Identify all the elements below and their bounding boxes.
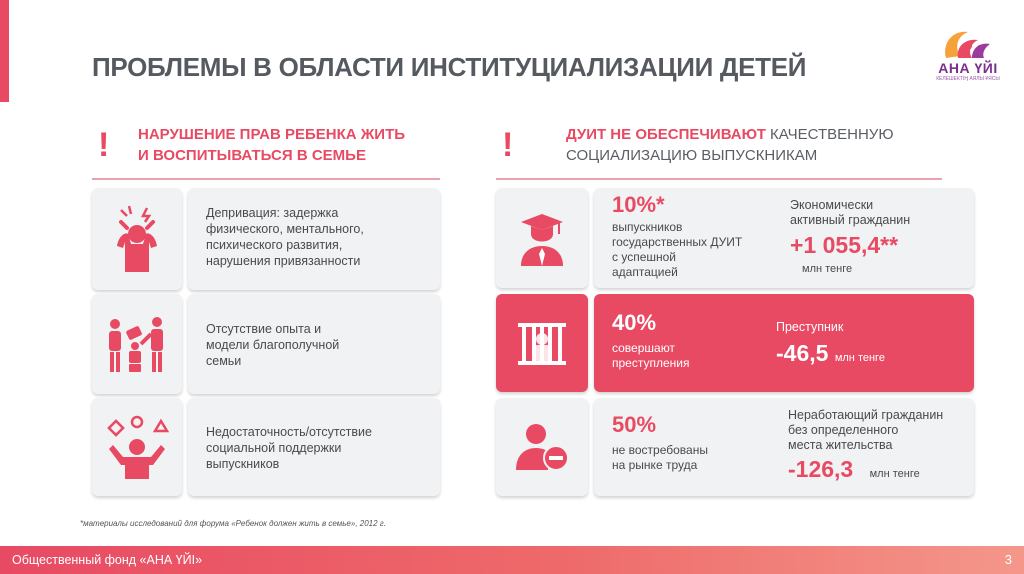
right-section-heading: ДУИТ НЕ ОБЕСПЕЧИВАЮТ КАЧЕСТВЕННУЮ СОЦИАЛ… <box>566 126 894 164</box>
left-icon-card-3 <box>92 398 182 496</box>
left-section-divider <box>92 178 440 180</box>
right-icon-card-3 <box>496 398 588 496</box>
page-number: 3 <box>1004 552 1012 567</box>
right-stat-card-3: 50% не востребованы на рынке труда Нераб… <box>594 398 974 496</box>
prison-icon <box>518 323 566 365</box>
right-section-divider <box>496 178 942 180</box>
homeless-value: -126,3 млн тенге <box>788 456 920 482</box>
left-section-heading: НАРУШЕНИЕ ПРАВ РЕБЕНКА ЖИТЬ И ВОСПИТЫВАТ… <box>138 126 406 164</box>
no-family-model-text: Отсутствие опыта и модели благополучной … <box>206 322 340 368</box>
graduates-adapted-percent: 10%* <box>612 192 665 217</box>
logo: АНА ҮЙІ КЕЛЕШЕКТІҢ АЯЛЫ ҰЯСЫ <box>928 24 1008 86</box>
active-citizen-value: +1 055,4** <box>790 232 899 258</box>
right-exclamation: ! <box>502 126 514 164</box>
footnote: *материалы исследований для форума «Ребе… <box>80 519 386 528</box>
family-interaction-icon <box>109 317 163 372</box>
logo-mark-icon <box>945 31 990 58</box>
active-citizen-label: Экономически активный гражданин <box>790 198 911 227</box>
stressed-person-icon <box>117 205 157 272</box>
left-exclamation: ! <box>98 126 110 164</box>
unemployed-desc: не востребованы на рынке труда <box>612 443 708 472</box>
left-icon-card-1 <box>92 188 182 290</box>
active-citizen-unit: млн тенге <box>802 263 853 275</box>
page-title: ПРОБЛЕМЫ В ОБЛАСТИ ИНСТИТУЦИАЛИЗАЦИИ ДЕТ… <box>92 52 807 82</box>
left-text-card-1: Депривация: задержка физического, ментал… <box>188 188 440 290</box>
unemployed-person-icon <box>516 424 569 471</box>
crime-desc: совершают преступления <box>612 341 690 370</box>
right-icon-card-2 <box>496 294 588 392</box>
left-text-card-2: Отсутствие опыта и модели благополучной … <box>188 294 440 394</box>
accent-bar <box>0 0 9 102</box>
graduate-icon <box>521 214 563 266</box>
footer: Общественный фонд «АНА ҮЙІ» 3 <box>0 546 1024 574</box>
right-icon-card-1 <box>496 188 588 288</box>
footer-org-name: Общественный фонд «АНА ҮЙІ» <box>12 553 203 567</box>
homeless-label: Неработающий гражданин без определенного… <box>788 408 944 452</box>
logo-tagline: КЕЛЕШЕКТІҢ АЯЛЫ ҰЯСЫ <box>936 76 1000 82</box>
graduates-adapted-desc: выпускников государственных ДУИТ с успеш… <box>612 220 743 279</box>
no-social-support-text: Недостаточность/отсутствие социальной по… <box>206 425 372 471</box>
right-stat-card-2: 40% совершают преступления Преступник -4… <box>594 294 974 392</box>
criminal-value: -46,5 млн тенге <box>776 340 885 366</box>
left-text-card-3: Недостаточность/отсутствие социальной по… <box>188 398 440 496</box>
juggling-person-icon <box>107 415 169 479</box>
left-icon-card-2 <box>92 294 182 394</box>
deprivation-text: Депривация: задержка физического, ментал… <box>206 206 364 268</box>
criminal-label: Преступник <box>776 320 844 334</box>
unemployed-percent: 50% <box>612 412 657 437</box>
logo-name: АНА ҮЙІ <box>938 60 998 76</box>
crime-percent: 40% <box>612 310 657 335</box>
right-stat-card-1: 10%* выпускников государственных ДУИТ с … <box>594 188 974 288</box>
